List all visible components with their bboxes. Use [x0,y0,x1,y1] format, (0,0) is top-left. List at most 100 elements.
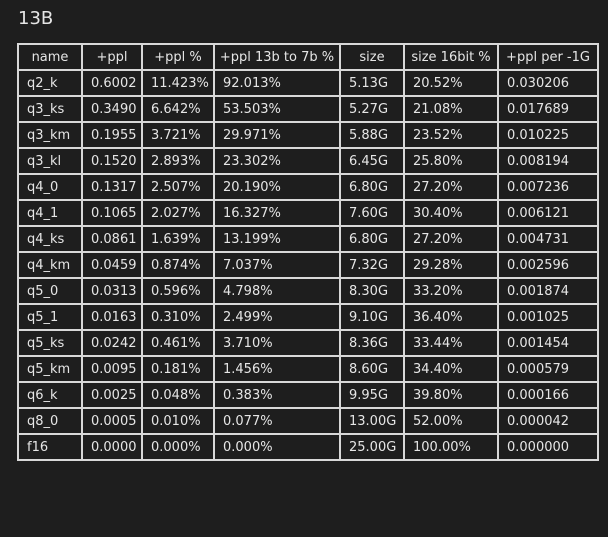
table-cell: 0.1520 [81,147,143,175]
table-cell: 0.017689 [497,95,599,123]
table-cell: 0.0861 [81,225,143,253]
table-cell: 0.0313 [81,277,143,305]
table-cell: 0.001025 [497,303,599,331]
table-cell: q3_km [17,121,83,149]
table-cell: 8.30G [339,277,405,305]
table-cell: 2.499% [213,303,341,331]
table-cell: 0.001454 [497,329,599,357]
table-cell: 0.461% [141,329,215,357]
table-cell: 3.721% [141,121,215,149]
table-cell: 0.0163 [81,303,143,331]
table-cell: q8_0 [17,407,83,435]
table-cell: q5_ks [17,329,83,357]
table-cell: 0.596% [141,277,215,305]
table-cell: 20.190% [213,173,341,201]
table-row: f16 0.0000 0.000% 0.000% 25.00G 100.00% 0.0000… [17,433,599,461]
table-cell: 6.80G [339,225,405,253]
table-cell: 21.08% [403,95,499,123]
table-cell: 0.0095 [81,355,143,383]
table-cell: q4_0 [17,173,83,201]
column-header: +ppl % [141,43,215,71]
table-cell: 0.0025 [81,381,143,409]
table-cell: 27.20% [403,225,499,253]
table-cell: 53.503% [213,95,341,123]
table-cell: 0.874% [141,251,215,279]
table-cell: 0.1955 [81,121,143,149]
table-cell: q2_k [17,69,83,97]
table-cell: 1.639% [141,225,215,253]
column-header: +ppl [81,43,143,71]
table-cell: 0.383% [213,381,341,409]
table-cell: 2.027% [141,199,215,227]
table-cell: 1.456% [213,355,341,383]
table-cell: 6.45G [339,147,405,175]
table-cell: 25.00G [339,433,405,461]
table-row: q5_ks 0.0242 0.461% 3.710% 8.36G 33.44% 0.0014… [17,329,599,357]
table-header-row: name +ppl +ppl % +ppl 13b to 7b % size size 1… [17,43,599,71]
table-cell: 6.80G [339,173,405,201]
table-row: q5_km 0.0095 0.181% 1.456% 8.60G 34.40% 0.0005… [17,355,599,383]
table-cell: 29.28% [403,251,499,279]
table-cell: 0.007236 [497,173,599,201]
table-cell: q5_km [17,355,83,383]
table-cell: 13.199% [213,225,341,253]
table-cell: 0.000000 [497,433,599,461]
table-body: q2_k 0.6002 11.423% 92.013% 5.13G 20.52% 0.030… [17,69,599,461]
quantization-table: name +ppl +ppl % +ppl 13b to 7b % size size 1… [17,43,599,461]
table-row: q5_1 0.0163 0.310% 2.499% 9.10G 36.40% 0.00102… [17,303,599,331]
table-row: q4_km 0.0459 0.874% 7.037% 7.32G 29.28% 0.0025… [17,251,599,279]
table-cell: 6.642% [141,95,215,123]
table-cell: 16.327% [213,199,341,227]
table-cell: 13.00G [339,407,405,435]
table-cell: 20.52% [403,69,499,97]
table-cell: 0.006121 [497,199,599,227]
table-cell: 2.893% [141,147,215,175]
table-cell: q3_kl [17,147,83,175]
table-cell: 0.6002 [81,69,143,97]
table-cell: 0.010% [141,407,215,435]
table-cell: 0.0459 [81,251,143,279]
table-row: q3_ks 0.3490 6.642% 53.503% 5.27G 21.08% 0.017… [17,95,599,123]
table-cell: 5.88G [339,121,405,149]
table-cell: 0.310% [141,303,215,331]
table-cell: 3.710% [213,329,341,357]
table-cell: 4.798% [213,277,341,305]
table-cell: 0.000% [213,433,341,461]
table-cell: 29.971% [213,121,341,149]
table-cell: 23.52% [403,121,499,149]
table-cell: 92.013% [213,69,341,97]
table-row: q6_k 0.0025 0.048% 0.383% 9.95G 39.80% 0.00016… [17,381,599,409]
table-cell: q4_1 [17,199,83,227]
column-header: size 16bit % [403,43,499,71]
table-cell: 0.048% [141,381,215,409]
table-cell: q4_ks [17,225,83,253]
table-cell: 52.00% [403,407,499,435]
table-cell: 8.36G [339,329,405,357]
table-cell: 27.20% [403,173,499,201]
table-cell: 36.40% [403,303,499,331]
table-cell: 0.0005 [81,407,143,435]
table-cell: 7.037% [213,251,341,279]
table-row: q4_0 0.1317 2.507% 20.190% 6.80G 27.20% 0.0072… [17,173,599,201]
table-cell: q5_1 [17,303,83,331]
column-header: size [339,43,405,71]
table-row: q3_km 0.1955 3.721% 29.971% 5.88G 23.52% 0.010… [17,121,599,149]
table-cell: 5.27G [339,95,405,123]
table-cell: 0.010225 [497,121,599,149]
table-cell: 0.000166 [497,381,599,409]
table-cell: 0.001874 [497,277,599,305]
table-cell: 23.302% [213,147,341,175]
table-cell: 0.3490 [81,95,143,123]
column-header: +ppl per -1G [497,43,599,71]
table-cell: q5_0 [17,277,83,305]
table-cell: 0.004731 [497,225,599,253]
table-cell: 0.181% [141,355,215,383]
table-cell: 39.80% [403,381,499,409]
table-cell: 7.32G [339,251,405,279]
table-cell: 7.60G [339,199,405,227]
table-cell: 0.0000 [81,433,143,461]
table-row: q5_0 0.0313 0.596% 4.798% 8.30G 33.20% 0.00187… [17,277,599,305]
table-cell: 0.000% [141,433,215,461]
table-cell: f16 [17,433,83,461]
table-cell: 11.423% [141,69,215,97]
